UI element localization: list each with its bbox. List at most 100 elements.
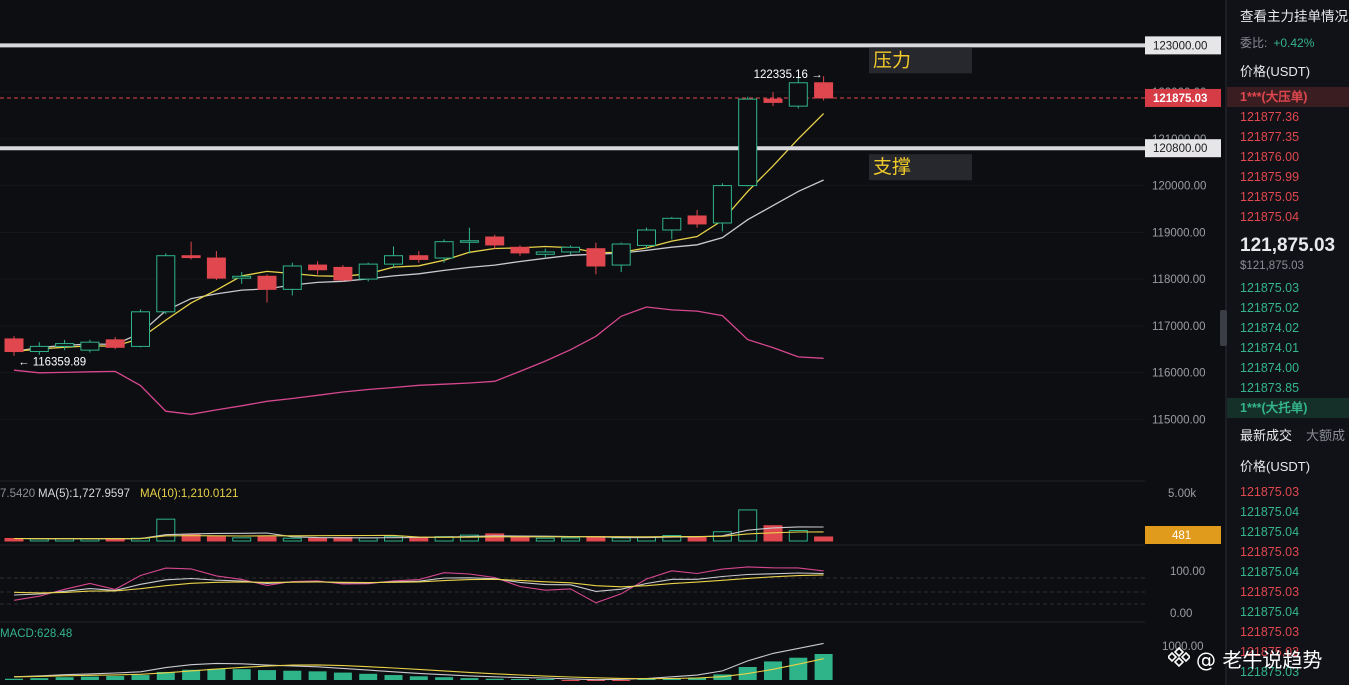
- trade-row[interactable]: 121875.04: [1240, 525, 1300, 539]
- volume-current-label: 481: [1172, 530, 1191, 542]
- volume-bar: [4, 537, 24, 542]
- volume-bar: [510, 536, 530, 542]
- volume-bar: [535, 537, 555, 542]
- candle[interactable]: [55, 343, 75, 347]
- bid-row[interactable]: 121874.00: [1240, 361, 1300, 375]
- ask-row[interactable]: 121877.35: [1240, 130, 1300, 144]
- candle[interactable]: [662, 217, 682, 231]
- candle[interactable]: [738, 98, 758, 187]
- candle[interactable]: [485, 236, 505, 246]
- candle[interactable]: [80, 341, 100, 351]
- trade-row[interactable]: 121875.03: [1240, 625, 1300, 639]
- candle[interactable]: [131, 311, 150, 347]
- candle[interactable]: [510, 246, 530, 254]
- candle[interactable]: [4, 338, 24, 353]
- candle[interactable]: [586, 248, 606, 267]
- candle[interactable]: [409, 255, 429, 260]
- ask-row[interactable]: 121876.00: [1240, 150, 1300, 164]
- bid-row[interactable]: 121874.02: [1240, 321, 1300, 335]
- candle[interactable]: [232, 275, 252, 279]
- watermark: @ 老牛说趋势: [1196, 648, 1323, 672]
- candle[interactable]: [763, 98, 783, 103]
- trade-row[interactable]: 121875.03: [1240, 545, 1300, 559]
- volume-bar: [814, 536, 834, 542]
- resist-box: [869, 47, 972, 74]
- macd-bar: [789, 657, 808, 680]
- candle[interactable]: [308, 264, 328, 271]
- low-annotation: ← 116359.89: [18, 357, 86, 369]
- trades-price-header: 价格(USDT): [1240, 459, 1311, 474]
- support-annotation: 支撑: [873, 156, 911, 178]
- candle[interactable]: [788, 82, 808, 107]
- big-ask-order[interactable]: 1***(大压单): [1227, 87, 1349, 107]
- volume-bar: [232, 537, 252, 542]
- ask-row[interactable]: 121875.99: [1240, 170, 1300, 184]
- trade-row[interactable]: 121875.03: [1240, 645, 1300, 659]
- chart-area[interactable]: 123000.00122000.00121000.00120000.001190…: [0, 0, 1225, 685]
- macd-axis-label: 1000.00: [1162, 641, 1204, 653]
- candle[interactable]: [637, 229, 656, 246]
- kdj-axis-label: 0.00: [1170, 608, 1192, 620]
- volume-bar: [662, 535, 682, 542]
- candle[interactable]: [611, 243, 631, 266]
- order-ratio: 委比: +0.42%: [1240, 36, 1315, 50]
- candle[interactable]: [712, 185, 732, 224]
- support-level-label: 120800.00: [1153, 143, 1207, 155]
- tab-large-trades[interactable]: 大额成: [1306, 428, 1346, 443]
- candle[interactable]: [181, 255, 201, 259]
- macd-bar: [207, 668, 226, 680]
- candle[interactable]: [384, 255, 403, 265]
- candle[interactable]: [687, 215, 707, 225]
- price-tick: 119000.00: [1152, 227, 1206, 239]
- macd-bar: [80, 676, 99, 680]
- trade-row[interactable]: 121875.04: [1240, 565, 1300, 579]
- candle[interactable]: [156, 255, 176, 313]
- macd-bar: [333, 672, 352, 680]
- volume-ma-prefix: 7.5420: [0, 488, 35, 500]
- macd-dea-line: [13, 658, 824, 680]
- trade-row[interactable]: 121875.04: [1240, 605, 1300, 619]
- candle[interactable]: [358, 263, 378, 280]
- orderbook-title[interactable]: 查看主力挂单情况: [1240, 9, 1348, 24]
- volume-bar: [788, 530, 808, 542]
- candle[interactable]: [333, 266, 353, 281]
- big-bid-order[interactable]: 1***(大托单): [1227, 398, 1349, 418]
- bid-row[interactable]: 121875.03: [1240, 281, 1300, 295]
- resist-annotation: 压力: [873, 49, 911, 71]
- candle[interactable]: [535, 251, 555, 255]
- ask-price-header: 价格(USDT): [1240, 64, 1311, 79]
- macd-bar: [55, 677, 74, 680]
- candle[interactable]: [459, 240, 479, 243]
- ask-row[interactable]: 121875.05: [1240, 190, 1300, 204]
- volume-bar: [308, 537, 328, 542]
- macd-bar: [460, 678, 479, 680]
- candle[interactable]: [814, 82, 834, 99]
- last-price: 121,875.03: [1240, 235, 1336, 256]
- trade-row[interactable]: 121875.03: [1240, 585, 1300, 599]
- macd-bar: [30, 678, 49, 680]
- candle[interactable]: [434, 241, 454, 259]
- trade-row[interactable]: 121875.03: [1240, 665, 1300, 679]
- trade-row[interactable]: 121875.04: [1240, 505, 1300, 519]
- price-tick: 120000.00: [1152, 181, 1206, 193]
- candle[interactable]: [29, 345, 49, 353]
- kdj-k-line: [13, 572, 824, 596]
- trade-row[interactable]: 121875.03: [1240, 485, 1300, 499]
- bid-row[interactable]: 121874.01: [1240, 341, 1300, 355]
- volume-bar: [459, 534, 479, 542]
- candle[interactable]: [282, 265, 302, 290]
- ask-row[interactable]: 121877.36: [1240, 110, 1300, 124]
- last-price-usd: $121,875.03: [1240, 260, 1304, 272]
- bid-row[interactable]: 121873.85: [1240, 381, 1300, 395]
- candle[interactable]: [105, 339, 125, 348]
- tab-recent-trades[interactable]: 最新成交: [1240, 428, 1293, 443]
- collapse-handle[interactable]: [1220, 310, 1227, 346]
- macd-bar: [409, 676, 428, 680]
- bid-row[interactable]: 121875.02: [1240, 301, 1300, 315]
- candle[interactable]: [561, 246, 581, 253]
- candlestick-chart[interactable]: 123000.00122000.00121000.00120000.001190…: [0, 0, 1225, 685]
- candle[interactable]: [257, 275, 277, 290]
- macd-bar: [561, 680, 580, 681]
- candle[interactable]: [206, 257, 226, 279]
- ask-row[interactable]: 121875.04: [1240, 210, 1300, 224]
